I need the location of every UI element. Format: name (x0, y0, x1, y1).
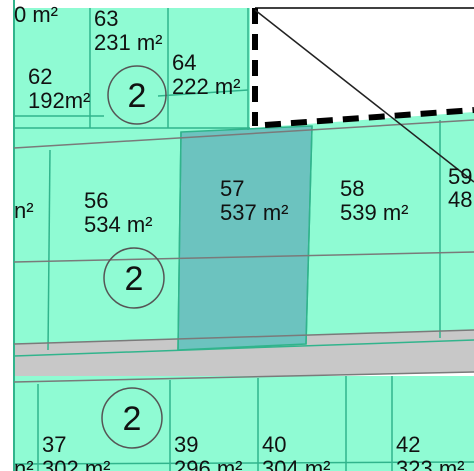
zone-label: 2 (123, 400, 142, 438)
parcel-lines-top (14, 8, 250, 130)
parcel-number-40: 40 (262, 432, 286, 457)
parcel-number-64: 64 (172, 50, 196, 75)
zone-label: 2 (125, 260, 144, 298)
parcel-area-bottom (14, 376, 474, 471)
parcel-area-59: 48 (448, 187, 472, 212)
parcel-labels: 0 m² 63 231 m² 64 222 m² 62 192m² n² 56 … (14, 2, 472, 471)
blank-area (250, 8, 474, 128)
parcel-area-57: 537 m² (220, 200, 288, 225)
parcel-number-57: 57 (220, 176, 244, 201)
parcel-area-edge-left: n² (14, 198, 34, 223)
parcel-area-42: 323 m² (396, 456, 464, 471)
parcel-number-42: 42 (396, 432, 420, 457)
parcel-number-37: 37 (42, 432, 66, 457)
property-lines (13, 119, 474, 383)
parcel-number-39: 39 (174, 432, 198, 457)
zone-label: 2 (128, 77, 147, 115)
parcel-area-64: 222 m² (172, 74, 240, 99)
parcel-57-selected[interactable] (177, 125, 313, 351)
parcel-area-40: 304 m² (262, 456, 330, 471)
parcel-area-edge-top-left: 0 m² (14, 2, 58, 27)
parcel-number-63: 63 (94, 6, 118, 31)
parcel-number-62: 62 (28, 64, 52, 89)
parcel-lines-bottom (13, 376, 474, 471)
parcel-lines-middle (13, 120, 474, 357)
parcel-area-edge-bottom-left: n² (14, 456, 34, 471)
zone-marker-middle[interactable]: 2 (103, 247, 165, 309)
zone-marker-top[interactable]: 2 (107, 65, 167, 125)
parcel-area-56: 534 m² (84, 212, 152, 237)
parcel-number-58: 58 (340, 176, 364, 201)
zone-marker-bottom[interactable]: 2 (101, 387, 163, 449)
parcel-area-37: 302 m² (42, 456, 110, 471)
parcel-number-56: 56 (84, 188, 108, 213)
boundary-lines (252, 7, 474, 183)
parcel-number-59: 59 (448, 164, 472, 189)
parcel-area-58: 539 m² (340, 200, 408, 225)
parcel-area-63: 231 m² (94, 30, 162, 55)
parcel-area-62: 192m² (28, 88, 90, 113)
parcel-area-39: 296 m² (174, 456, 242, 471)
road (14, 330, 474, 382)
